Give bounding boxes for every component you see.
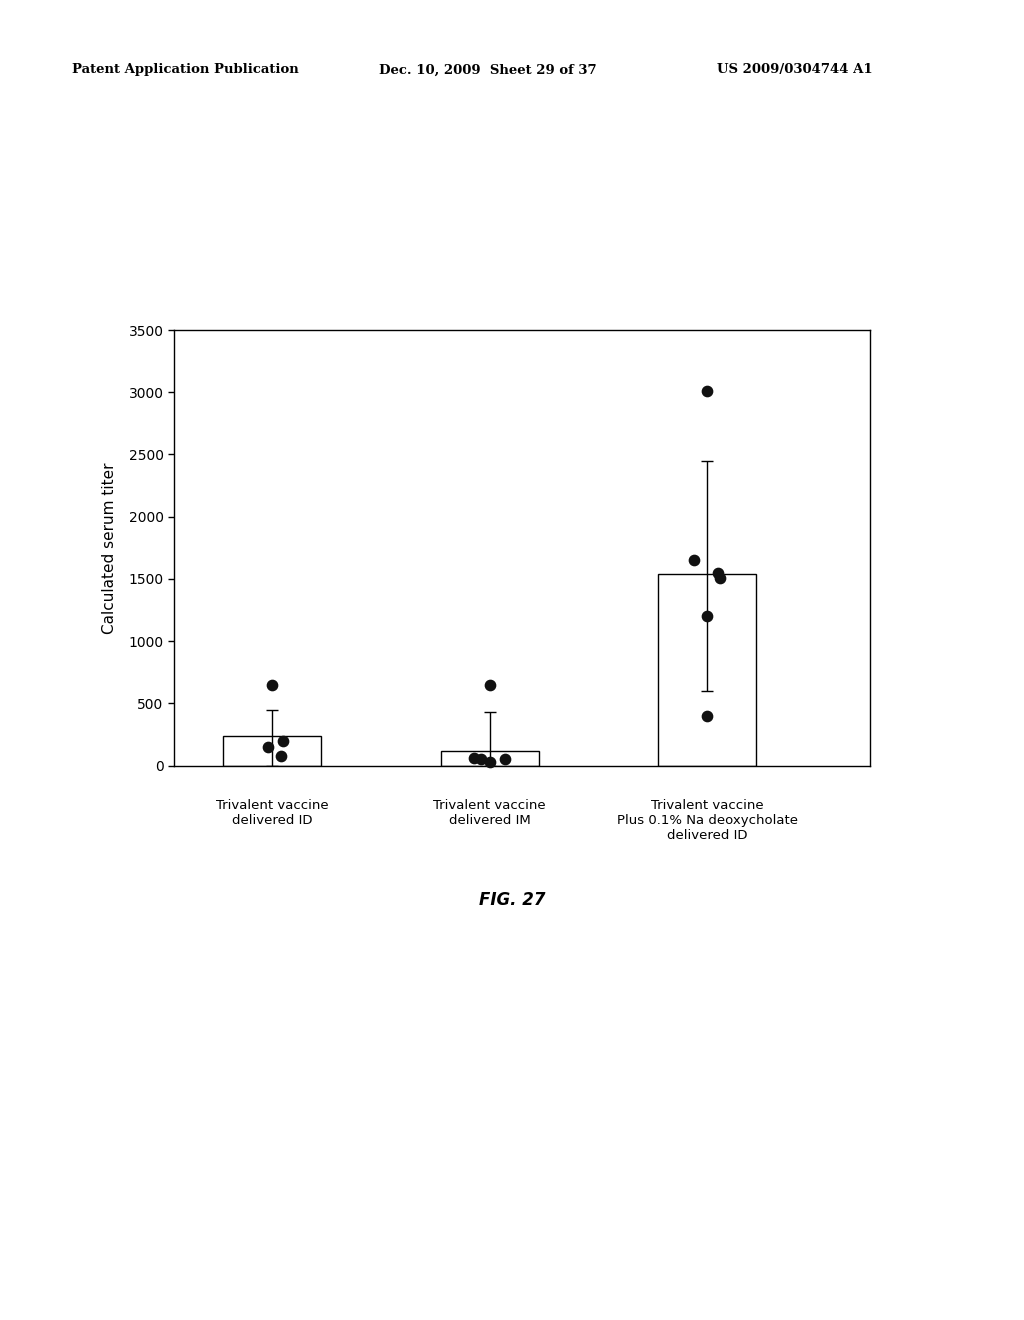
Point <box>699 380 716 401</box>
Text: Trivalent vaccine
delivered IM: Trivalent vaccine delivered IM <box>433 799 546 826</box>
Point <box>686 549 702 570</box>
Point <box>259 737 275 758</box>
Bar <box>440 751 539 766</box>
Point <box>712 568 728 589</box>
Bar <box>658 574 756 766</box>
Point <box>274 730 291 751</box>
Point <box>497 748 513 770</box>
Text: Patent Application Publication: Patent Application Publication <box>72 63 298 77</box>
Text: Trivalent vaccine
Plus 0.1% Na deoxycholate
delivered ID: Trivalent vaccine Plus 0.1% Na deoxychol… <box>616 799 798 842</box>
Point <box>699 606 716 627</box>
Point <box>473 748 489 770</box>
Text: FIG. 27: FIG. 27 <box>479 891 545 909</box>
Point <box>481 675 498 696</box>
Point <box>466 747 482 768</box>
Point <box>264 675 281 696</box>
Text: US 2009/0304744 A1: US 2009/0304744 A1 <box>717 63 872 77</box>
Text: Dec. 10, 2009  Sheet 29 of 37: Dec. 10, 2009 Sheet 29 of 37 <box>379 63 597 77</box>
Y-axis label: Calculated serum titer: Calculated serum titer <box>102 462 118 634</box>
Point <box>481 751 498 772</box>
Point <box>710 562 726 583</box>
Text: Trivalent vaccine
delivered ID: Trivalent vaccine delivered ID <box>216 799 329 826</box>
Bar <box>223 735 321 766</box>
Point <box>272 744 289 766</box>
Point <box>699 705 716 726</box>
